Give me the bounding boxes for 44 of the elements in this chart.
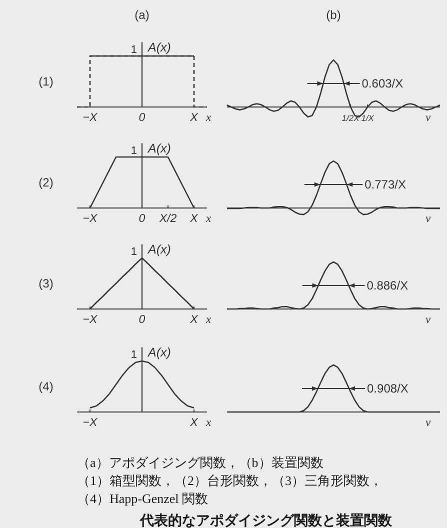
chart-title: (b) — [326, 8, 341, 22]
x-tick-label: X — [189, 112, 200, 124]
annotation: 1 — [130, 349, 137, 361]
chart-title: (a) — [134, 8, 150, 22]
x-tick-label: X — [189, 314, 200, 326]
x-tick-label: −X — [82, 417, 99, 429]
x-axis-title: ν — [425, 213, 432, 225]
x-tick-label: 0 — [138, 112, 146, 124]
x-axis-title: x — [205, 213, 212, 225]
x-axis-title: ν — [425, 417, 432, 429]
text: （1）箱型関数，（2）台形関数，（3）三角形関数， — [77, 473, 382, 488]
annotation: 1 — [130, 44, 137, 56]
text: (3) — [38, 276, 54, 290]
x-tick-label: −X — [82, 314, 99, 326]
x-axis-title: ν — [425, 314, 432, 326]
x-tick-label: X/2 — [158, 213, 178, 225]
y-axis-title: A(x) — [147, 40, 171, 54]
text: （4）Happ-Genzel 関数 — [77, 491, 208, 506]
x-tick-label: X — [189, 417, 200, 429]
x-axis-title: ν — [425, 112, 432, 124]
x-axis-title: x — [205, 417, 212, 429]
text: （a）アポダイジング関数，（b）装置関数 — [77, 455, 324, 470]
annotation: 0.886/X — [366, 278, 408, 292]
x-tick-label: 1/2X — [342, 113, 360, 123]
annotation: 0.773/X — [364, 178, 406, 192]
x-tick-label: X — [189, 213, 200, 225]
y-axis-title: A(x) — [147, 345, 171, 360]
text: (2) — [38, 176, 54, 190]
annotation: 0.908/X — [367, 382, 408, 396]
x-tick-label: 0 — [138, 213, 146, 225]
annotation: 1 — [130, 145, 137, 157]
x-tick-label: 0 — [138, 314, 146, 326]
y-axis-title: A(x) — [147, 242, 171, 256]
x-tick-label: −X — [82, 112, 99, 124]
text: (4) — [38, 380, 54, 394]
annotation: 0.603/X — [362, 76, 404, 90]
annotation: 1 — [130, 246, 137, 258]
text: (1) — [38, 74, 54, 88]
x-tick-label: 1/X — [361, 113, 374, 123]
y-axis-title: A(x) — [147, 141, 171, 156]
x-axis-title: x — [205, 112, 212, 124]
text: 代表的なアポダイジング関数と装置関数 — [139, 513, 393, 528]
x-tick-label: −X — [82, 213, 99, 225]
x-axis-title: x — [205, 314, 212, 326]
